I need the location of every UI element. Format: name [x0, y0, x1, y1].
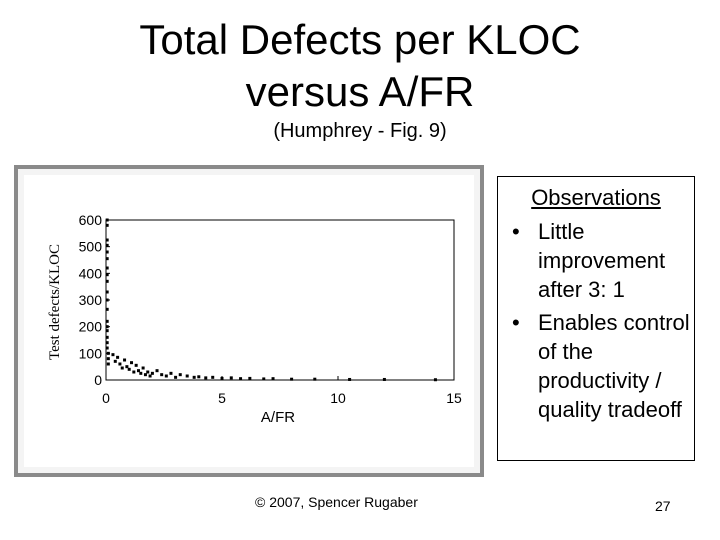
data-point — [105, 290, 109, 294]
data-point — [105, 279, 109, 283]
data-point — [105, 250, 109, 254]
x-tick-label: 5 — [218, 390, 226, 406]
page-number: 27 — [655, 498, 671, 514]
data-point — [125, 365, 129, 369]
data-point — [382, 377, 386, 381]
data-point — [211, 375, 215, 379]
data-point — [348, 377, 352, 381]
observation-text: Little improvement after 3: 1 — [538, 219, 666, 302]
data-point — [116, 355, 120, 359]
data-point — [136, 369, 140, 373]
data-point — [204, 376, 208, 380]
data-point — [105, 335, 109, 339]
data-point — [271, 377, 275, 381]
data-point — [139, 371, 143, 375]
data-point — [105, 223, 109, 227]
y-axis-label: Test defects/KLOC — [47, 244, 63, 360]
data-point — [178, 373, 182, 377]
data-point — [262, 377, 266, 381]
slide-subtitle: (Humphrey - Fig. 9) — [273, 120, 447, 142]
y-tick-label: 300 — [79, 292, 103, 308]
data-point — [143, 373, 147, 377]
data-point — [120, 366, 124, 370]
data-point — [111, 353, 115, 357]
data-point — [185, 374, 189, 378]
data-point — [164, 374, 168, 378]
data-point — [106, 362, 110, 366]
data-point — [105, 319, 109, 323]
data-point — [192, 375, 196, 379]
data-point — [105, 325, 109, 329]
data-point — [248, 376, 252, 380]
data-point — [150, 371, 154, 375]
data-point — [105, 346, 109, 350]
copyright-footer: © 2007, Spencer Rugaber — [255, 494, 418, 510]
data-point — [105, 218, 109, 222]
data-point — [105, 266, 109, 270]
data-point — [105, 298, 109, 302]
data-point — [105, 341, 109, 345]
data-point — [290, 377, 294, 381]
data-point — [229, 376, 233, 380]
data-point — [141, 366, 145, 370]
data-point — [433, 378, 437, 382]
data-point — [239, 377, 243, 381]
data-point — [220, 376, 224, 380]
data-point — [197, 375, 201, 379]
y-tick-label: 500 — [79, 239, 103, 255]
data-point — [106, 351, 110, 355]
slide-title: Total Defects per KLOC versus A/FR — [0, 14, 720, 118]
data-point — [105, 273, 109, 277]
x-tick-label: 0 — [102, 390, 110, 406]
data-point — [105, 238, 109, 242]
data-point — [155, 369, 159, 373]
y-tick-label: 100 — [79, 345, 103, 361]
slide-title-line-2: versus A/FR — [245, 68, 475, 115]
y-tick-label: 200 — [79, 319, 103, 335]
data-point — [146, 370, 150, 374]
data-point — [113, 359, 117, 363]
x-tick-label: 10 — [330, 390, 346, 406]
bullet-icon: • — [512, 310, 520, 335]
data-point — [160, 373, 164, 377]
observation-item: • Enables control of the productivity / … — [504, 308, 690, 424]
data-point — [105, 257, 109, 261]
data-point — [174, 375, 178, 379]
data-point — [134, 363, 138, 367]
observation-item: • Little improvement after 3: 1 — [504, 217, 690, 304]
x-tick-label: 15 — [446, 390, 462, 406]
data-point — [169, 371, 173, 375]
observations-list: • Little improvement after 3: 1 • Enable… — [504, 217, 690, 428]
data-point — [105, 307, 109, 311]
data-point — [106, 357, 110, 361]
observations-title: Observations — [531, 185, 661, 210]
observation-text: Enables control of the productivity / qu… — [538, 310, 690, 422]
y-tick-label: 600 — [79, 212, 103, 228]
data-point — [105, 329, 109, 333]
slide-title-line-1: Total Defects per KLOC — [139, 16, 581, 63]
data-point — [148, 374, 152, 378]
y-tick-label: 0 — [94, 372, 102, 388]
data-point — [123, 358, 127, 362]
chart-paper — [24, 175, 474, 467]
scatter-chart-figure: 0 100 200 300 400 500 600 0 5 10 15 Test defects/K… — [14, 165, 484, 477]
data-point — [118, 362, 122, 366]
data-point — [105, 243, 109, 247]
data-point — [313, 377, 317, 381]
data-point — [127, 367, 131, 371]
x-axis-label: A/FR — [261, 409, 295, 426]
observations-box: Observations • Little improvement after … — [497, 176, 695, 461]
bullet-icon: • — [512, 219, 520, 244]
data-point — [132, 370, 136, 374]
scatter-chart: 0 100 200 300 400 500 600 0 5 10 15 Test defects/K… — [14, 165, 484, 477]
data-point — [130, 361, 134, 365]
y-tick-label: 400 — [79, 265, 103, 281]
